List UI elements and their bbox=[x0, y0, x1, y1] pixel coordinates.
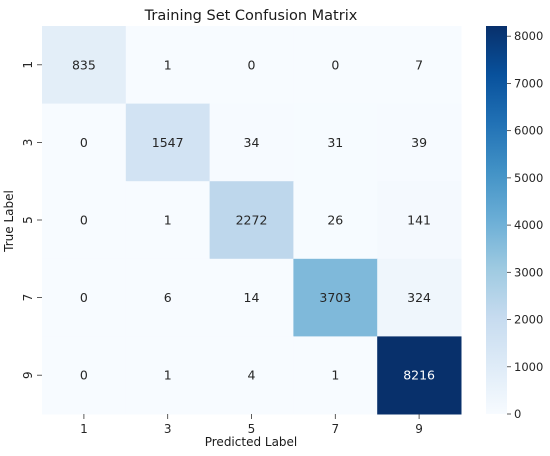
x-tick-label: 5 bbox=[248, 422, 256, 436]
heatmap-cell bbox=[209, 26, 294, 105]
cell-value-label: 7 bbox=[415, 57, 423, 72]
heatmap-cell bbox=[125, 181, 211, 260]
heatmap-cell bbox=[125, 336, 211, 415]
y-tick-label: 1 bbox=[21, 61, 35, 69]
heatmap-cell bbox=[125, 258, 211, 337]
cell-value-label: 1 bbox=[164, 57, 172, 72]
x-axis-label: Predicted Label bbox=[205, 435, 298, 449]
heatmap-cell bbox=[377, 103, 462, 182]
cell-value-label: 0 bbox=[80, 213, 88, 228]
y-tick-label: 5 bbox=[21, 216, 35, 224]
colorbar-tick-label: 2000 bbox=[514, 313, 543, 327]
cell-value-label: 0 bbox=[331, 57, 339, 72]
heatmap-cell bbox=[125, 26, 211, 105]
x-tick-label: 7 bbox=[331, 422, 339, 436]
cell-value-label: 8216 bbox=[403, 368, 435, 383]
chart-title: Training Set Confusion Matrix bbox=[144, 8, 358, 24]
cell-value-label: 31 bbox=[327, 135, 343, 150]
cell-value-label: 0 bbox=[248, 57, 256, 72]
cell-value-label: 26 bbox=[327, 213, 343, 228]
x-tick-label: 9 bbox=[415, 422, 423, 436]
y-tick-label: 7 bbox=[21, 294, 35, 302]
cell-value-label: 835 bbox=[72, 57, 96, 72]
colorbar-tick-label: 7000 bbox=[514, 76, 543, 90]
heatmap-cell bbox=[209, 258, 294, 337]
x-tick-label: 1 bbox=[80, 422, 88, 436]
cell-value-label: 39 bbox=[411, 135, 427, 150]
y-tick-label: 3 bbox=[21, 139, 35, 147]
colorbar bbox=[486, 26, 507, 414]
colorbar-tick-label: 4000 bbox=[514, 218, 543, 232]
cell-value-label: 1 bbox=[164, 213, 172, 228]
heatmap-cell bbox=[125, 103, 211, 182]
cell-value-label: 1 bbox=[331, 368, 339, 383]
heatmap-cell bbox=[293, 336, 378, 415]
cell-value-label: 14 bbox=[244, 290, 260, 305]
x-axis-ticks: 1 3 5 7 9 bbox=[80, 414, 423, 436]
heatmap-cell bbox=[209, 181, 294, 260]
colorbar-tick-label: 5000 bbox=[514, 171, 543, 185]
heatmap-cell bbox=[209, 336, 294, 415]
cell-value-label: 3703 bbox=[319, 290, 351, 305]
cell-value-label: 1547 bbox=[152, 135, 184, 150]
cell-value-label: 0 bbox=[80, 368, 88, 383]
colorbar-tick-label: 3000 bbox=[514, 265, 543, 279]
heatmap-cell bbox=[293, 258, 378, 337]
y-axis-label: True Label bbox=[2, 190, 16, 253]
cell-value-label: 0 bbox=[80, 290, 88, 305]
heatmap-cell bbox=[42, 258, 127, 337]
heatmap-cell bbox=[377, 26, 462, 105]
cell-value-label: 4 bbox=[248, 368, 256, 383]
colorbar-ticks: 0 1000 2000 3000 4000 5000 6000 7000 8000 bbox=[507, 29, 543, 421]
heatmap-cell bbox=[42, 336, 127, 415]
heatmap-cell bbox=[293, 181, 378, 260]
colorbar-tick-label: 1000 bbox=[514, 360, 543, 374]
heatmap-cell bbox=[377, 336, 462, 415]
heatmap-cell bbox=[42, 26, 127, 105]
y-axis-ticks: 1 3 5 7 9 bbox=[21, 61, 42, 379]
heatmap-cell bbox=[42, 181, 127, 260]
colorbar-tick-label: 6000 bbox=[514, 124, 543, 138]
heatmap-cell bbox=[42, 103, 127, 182]
colorbar-tick-label: 8000 bbox=[514, 29, 543, 43]
heatmap-cell bbox=[377, 258, 462, 337]
cell-value-label: 6 bbox=[164, 290, 172, 305]
cell-value-label: 0 bbox=[80, 135, 88, 150]
heatmap-cell bbox=[293, 103, 378, 182]
heatmap-cell bbox=[293, 26, 378, 105]
cell-value-label: 324 bbox=[407, 290, 431, 305]
x-tick-label: 3 bbox=[164, 422, 172, 436]
cell-value-label: 141 bbox=[407, 213, 431, 228]
heatmap-cells bbox=[42, 26, 462, 415]
colorbar-tick-label: 0 bbox=[514, 407, 521, 421]
heatmap-cell bbox=[209, 103, 294, 182]
cell-value-label: 1 bbox=[164, 368, 172, 383]
cell-value-label: 2272 bbox=[236, 213, 268, 228]
y-tick-label: 9 bbox=[21, 371, 35, 379]
cell-value-label: 34 bbox=[244, 135, 260, 150]
heatmap-cell bbox=[377, 181, 462, 260]
